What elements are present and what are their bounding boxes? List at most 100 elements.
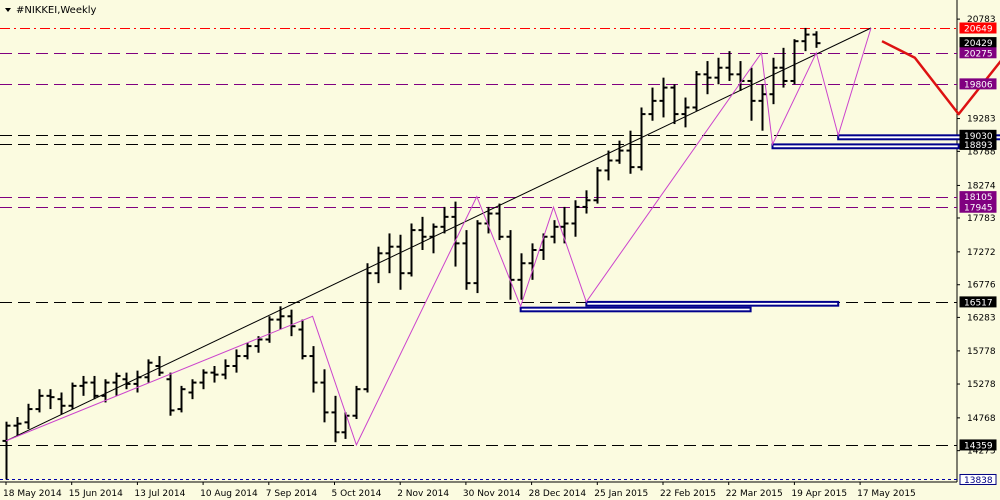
ohlc-bar — [243, 342, 252, 360]
x-tick-label: 22 Feb 2015 — [660, 489, 716, 499]
level-label-box — [959, 22, 997, 34]
y-tick-label: 17272 — [967, 248, 996, 258]
ohlc-bar — [385, 233, 394, 274]
ohlc-bar — [90, 375, 99, 400]
y-tick-label: 18274 — [967, 181, 996, 191]
level-label-box — [959, 191, 997, 203]
x-tick-label: 18 May 2014 — [3, 489, 62, 499]
ohlc-bar — [112, 372, 121, 396]
y-tick-label: 18788 — [967, 147, 996, 157]
x-tick-label: 22 Mar 2015 — [726, 489, 783, 499]
level-label-box — [959, 201, 997, 213]
ohlc-bar — [374, 246, 383, 284]
ohlc-bar — [473, 220, 482, 294]
trend-line — [5, 27, 872, 442]
ohlc-bar — [451, 201, 460, 267]
ohlc-bar — [626, 130, 635, 174]
ohlc-bar — [166, 372, 175, 416]
ohlc-bar — [571, 200, 580, 237]
level-label-text: 20649 — [964, 24, 993, 34]
level-label-box — [959, 296, 997, 308]
ohlc-bar — [582, 190, 591, 214]
ohlc-bar — [604, 150, 613, 181]
ohlc-bar — [265, 316, 274, 343]
ohlc-bar — [35, 389, 44, 413]
x-tick-label: 30 Nov 2014 — [463, 489, 521, 499]
ohlc-bar — [560, 206, 569, 244]
ohlc-bar — [133, 370, 142, 393]
ohlc-bar — [725, 51, 734, 81]
ohlc-bar — [670, 84, 679, 125]
level-label-text: 19806 — [964, 80, 993, 90]
x-tick-label: 28 Dec 2014 — [529, 489, 587, 499]
ohlc-bar — [703, 61, 712, 95]
ohlc-bar — [714, 57, 723, 85]
level-label-text: 18893 — [964, 141, 993, 151]
x-tick-label: 5 Oct 2014 — [332, 489, 382, 499]
ohlc-bar — [287, 309, 296, 337]
x-tick-label: 15 Jun 2014 — [69, 489, 123, 499]
ohlc-bar — [550, 220, 559, 244]
ohlc-bar — [2, 421, 11, 480]
ohlc-bar — [13, 417, 22, 436]
y-tick-label: 15778 — [967, 347, 996, 357]
level-label-box — [959, 138, 997, 150]
ohlc-bar — [462, 230, 471, 290]
level-label-text: 18105 — [964, 193, 993, 203]
ohlc-bar — [276, 306, 285, 330]
level-label-box — [959, 47, 997, 59]
ohlc-bar — [681, 97, 690, 128]
ohlc-bar — [352, 385, 361, 420]
level-label-text: 13838 — [964, 476, 993, 486]
x-tick-label: 13 Jul 2014 — [134, 489, 185, 499]
level-label-box — [959, 473, 997, 485]
level-label-text: 16517 — [964, 298, 993, 308]
ohlc-bar — [199, 369, 208, 390]
y-tick-label: 14273 — [967, 447, 996, 457]
y-tick-label: 15278 — [967, 380, 996, 390]
ohlc-bar — [363, 263, 372, 393]
ohlc-bar — [517, 253, 526, 300]
ohlc-bar — [801, 27, 810, 52]
y-tick-label: 19283 — [967, 115, 996, 125]
ohlc-bar — [648, 87, 657, 121]
ohlc-bars — [2, 27, 821, 480]
y-tick-label: 14768 — [967, 414, 996, 424]
ohlc-bar — [429, 223, 438, 254]
ohlc-bar — [593, 167, 602, 204]
level-label-box — [959, 439, 997, 451]
ohlc-bar — [188, 379, 197, 400]
ohlc-bar — [418, 216, 427, 250]
level-label-text: 19030 — [964, 132, 993, 142]
ohlc-bar — [57, 392, 66, 415]
x-tick-label: 19 Apr 2015 — [791, 489, 847, 499]
support-box-3 — [585, 300, 840, 307]
ohlc-bar — [232, 349, 241, 373]
ohlc-bar — [46, 389, 55, 410]
ohlc-bar — [812, 31, 821, 48]
ohlc-bar — [659, 77, 668, 118]
ohlc-bar — [615, 140, 624, 164]
ohlc-bar — [254, 336, 263, 353]
level-label-text: 17945 — [964, 204, 993, 214]
chevron-down-icon — [5, 8, 11, 12]
ohlc-bar — [177, 385, 186, 413]
y-tick-label: 16283 — [967, 313, 996, 323]
support-box-2 — [771, 143, 960, 150]
ohlc-bar — [747, 67, 756, 121]
ohlc-bar — [101, 379, 110, 403]
forecast-arrow — [881, 40, 1000, 116]
level-label-text: 20429 — [964, 39, 993, 49]
ohlc-bar — [79, 375, 88, 396]
ohlc-bar — [210, 365, 219, 383]
ohlc-bar — [495, 203, 504, 241]
ohlc-bar — [637, 107, 646, 171]
ohlc-bar — [122, 372, 131, 390]
chart-title: #NIKKEI,Weekly — [16, 5, 97, 16]
y-tick-label: 17783 — [967, 214, 996, 224]
level-label-text: 20275 — [964, 49, 993, 59]
ohlc-bar — [396, 234, 405, 290]
